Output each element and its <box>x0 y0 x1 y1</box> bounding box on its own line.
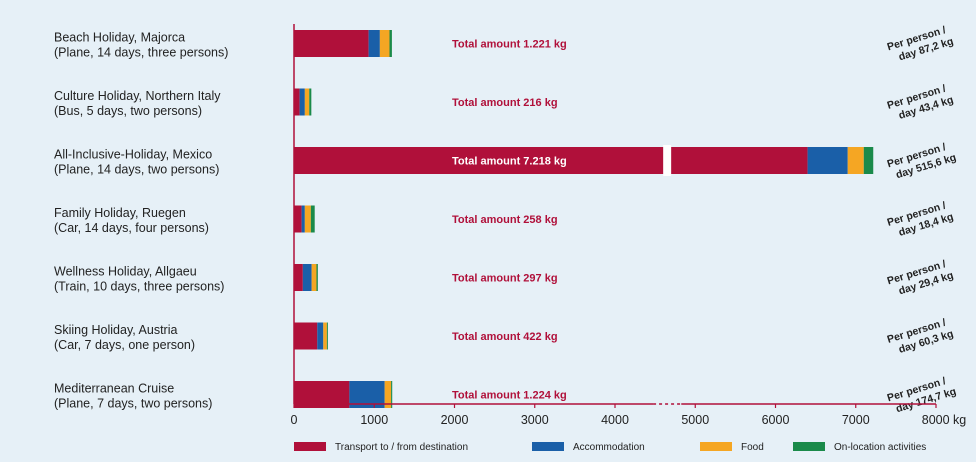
bar-segment <box>294 322 318 350</box>
bar-segment <box>294 147 808 174</box>
bar-segment <box>304 88 310 116</box>
per-person-label-group: Per person /day 515,6 kg <box>886 141 958 181</box>
total-label: Total amount 1.221 kg <box>452 39 567 51</box>
per-person-label-group: Per person /day 43,4 kg <box>886 83 955 122</box>
category-label-detail: (Car, 7 days, one person) <box>54 338 195 352</box>
legend-swatch <box>294 442 326 451</box>
total-label: Total amount 422 kg <box>452 331 558 343</box>
per-person-label-group: Per person /day 87,2 kg <box>886 24 955 63</box>
bar-segment <box>294 30 369 57</box>
x-tick-label: 4000 <box>601 413 629 427</box>
bar-segment <box>301 205 305 233</box>
category-label-detail: (Train, 10 days, three persons) <box>54 280 224 294</box>
bar-segment <box>807 147 848 174</box>
category-label-detail: (Plane, 14 days, three persons) <box>54 46 228 60</box>
per-person-label-group: Per person /day 18,4 kg <box>886 200 955 239</box>
bar-segment <box>863 147 874 174</box>
bar-segment <box>310 205 315 233</box>
bar-segment <box>323 322 327 350</box>
category-label: All-Inclusive-Holiday, Mexico <box>54 148 212 162</box>
category-label: Culture Holiday, Northern Italy <box>54 89 221 103</box>
total-label: Total amount 1.224 kg <box>452 390 567 402</box>
x-tick-label: 2000 <box>441 413 469 427</box>
per-person-label-group: Per person /day 60,3 kg <box>886 317 955 356</box>
bar-segment <box>294 264 303 291</box>
bar-segment <box>304 205 311 233</box>
bar-segment <box>317 322 324 350</box>
bar-segment <box>391 381 393 408</box>
category-label: Wellness Holiday, Allgaeu <box>54 265 197 279</box>
bar-segment <box>379 30 390 57</box>
axis-break-gap <box>663 145 672 176</box>
legend-label: On-location activities <box>834 442 926 453</box>
bar-segment <box>326 322 328 350</box>
legend-swatch <box>793 442 825 451</box>
x-tick-label: 5000 <box>681 413 709 427</box>
bar-segment <box>384 381 392 408</box>
bar-segment <box>302 264 312 291</box>
category-label-detail: (Plane, 7 days, two persons) <box>54 397 212 411</box>
legend-label: Transport to / from destination <box>335 442 468 453</box>
total-label: Total amount 297 kg <box>452 273 558 285</box>
category-label: Beach Holiday, Majorca <box>54 31 185 45</box>
bar-segment <box>309 88 312 116</box>
bar-segment <box>311 264 317 291</box>
category-label: Skiing Holiday, Austria <box>54 323 177 337</box>
bar-segment <box>316 264 318 291</box>
category-label-detail: (Bus, 5 days, two persons) <box>54 104 202 118</box>
category-label: Family Holiday, Ruegen <box>54 206 186 220</box>
bar-segment <box>847 147 864 174</box>
per-person-label-group: Per person /day 174,7 kg <box>886 375 958 415</box>
x-tick-label: 6000 <box>762 413 790 427</box>
bar-segment <box>368 30 380 57</box>
x-tick-label: 0 <box>291 413 298 427</box>
total-label: Total amount 258 kg <box>452 214 558 226</box>
category-label: Mediterranean Cruise <box>54 382 174 396</box>
category-label-detail: (Plane, 14 days, two persons) <box>54 163 219 177</box>
legend-label: Food <box>741 442 764 453</box>
bar-segment <box>294 88 300 116</box>
x-tick-label: 1000 <box>360 413 388 427</box>
x-tick-label: 7000 <box>842 413 870 427</box>
x-tick-label: 8000 kg <box>922 413 967 427</box>
category-label-detail: (Car, 14 days, four persons) <box>54 221 209 235</box>
bar-segment <box>299 88 305 116</box>
legend-swatch <box>532 442 564 451</box>
per-person-label-group: Per person /day 29,4 kg <box>886 258 955 297</box>
legend-swatch <box>700 442 732 451</box>
x-tick-label: 3000 <box>521 413 549 427</box>
bar-segment <box>389 30 392 57</box>
legend-label: Accommodation <box>573 442 645 453</box>
bar-segment <box>294 205 302 233</box>
total-label: Total amount 216 kg <box>452 97 558 109</box>
total-label: Total amount 7.218 kg <box>452 156 567 168</box>
